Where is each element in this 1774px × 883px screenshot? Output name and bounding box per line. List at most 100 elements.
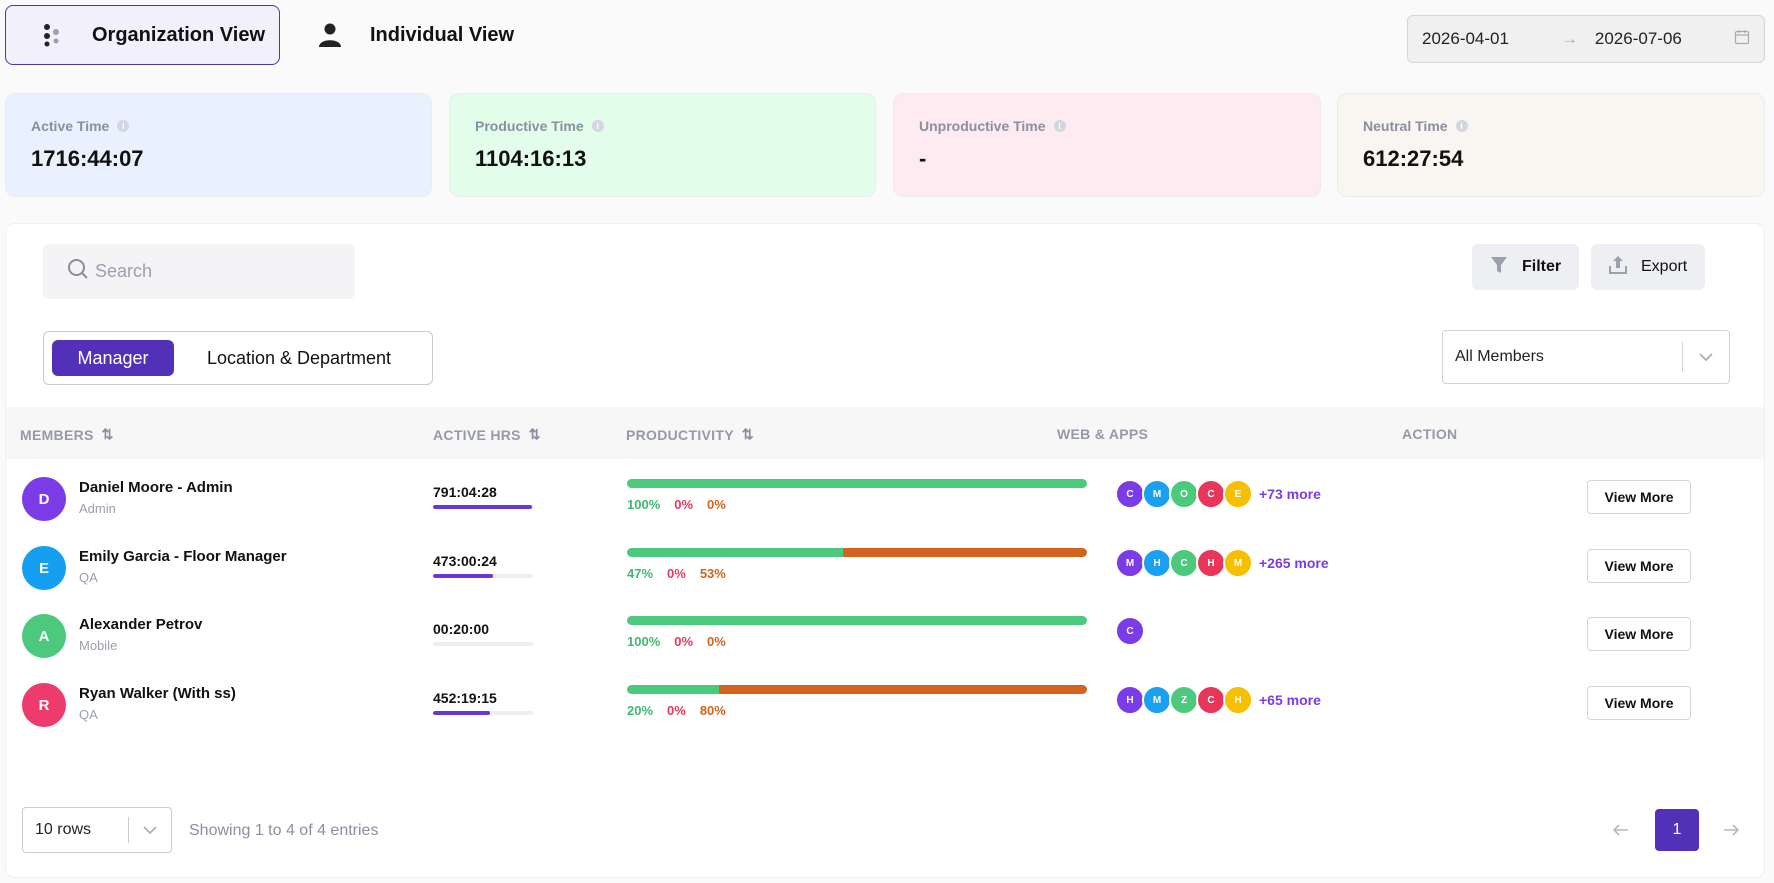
app-icon[interactable]: M xyxy=(1115,548,1145,578)
member-name[interactable]: Ryan Walker (With ss) xyxy=(79,685,236,702)
more-apps-link[interactable]: +265 more xyxy=(1259,555,1329,571)
person-icon xyxy=(310,15,350,55)
member-name[interactable]: Alexander Petrov xyxy=(79,616,203,633)
active-hours: 473:00:24 xyxy=(433,553,497,569)
stat-label: Active Time xyxy=(31,118,110,134)
productive-percent: 100% xyxy=(627,634,661,649)
app-icon[interactable]: C xyxy=(1115,616,1145,646)
col-members[interactable]: MEMBERS ⇅ xyxy=(20,426,114,443)
app-icon[interactable]: H xyxy=(1223,685,1253,715)
app-icon[interactable]: M xyxy=(1142,685,1172,715)
sort-icon[interactable]: ⇅ xyxy=(741,426,754,442)
app-icon[interactable]: H xyxy=(1196,548,1226,578)
sort-icon[interactable]: ⇅ xyxy=(101,426,114,442)
app-icon[interactable]: Z xyxy=(1169,685,1199,715)
active-hours-fill xyxy=(433,574,493,578)
active-hours-fill xyxy=(433,711,490,715)
search-icon xyxy=(67,258,89,285)
chevron-down-icon[interactable] xyxy=(1683,352,1729,362)
col-web-apps: WEB & APPS xyxy=(1057,426,1148,442)
app-icon[interactable]: M xyxy=(1142,479,1172,509)
search-box[interactable] xyxy=(43,244,355,299)
chevron-down-icon[interactable] xyxy=(129,825,171,835)
member-name[interactable]: Daniel Moore - Admin xyxy=(79,479,233,496)
date-end[interactable]: 2026-07-06 xyxy=(1594,29,1682,48)
neutral-percent: 0% xyxy=(707,634,726,649)
info-icon[interactable]: i xyxy=(591,120,604,132)
productivity-bar xyxy=(627,548,1087,557)
info-icon[interactable]: i xyxy=(1455,120,1468,132)
col-action: ACTION xyxy=(1402,426,1457,442)
more-apps-link[interactable]: +73 more xyxy=(1259,486,1321,502)
next-page-button[interactable] xyxy=(1716,817,1746,843)
member-name[interactable]: Emily Garcia - Floor Manager xyxy=(79,548,287,565)
app-icon[interactable]: C xyxy=(1196,479,1226,509)
col-members-label: MEMBERS xyxy=(20,426,94,443)
col-web-apps-label: WEB & APPS xyxy=(1057,426,1149,442)
app-icon[interactable]: O xyxy=(1169,479,1199,509)
group-by-manager-button[interactable]: Manager xyxy=(52,340,174,376)
active-hours-fill xyxy=(433,505,532,509)
more-apps-link[interactable]: +65 more xyxy=(1259,692,1321,708)
stat-label: Productive Time xyxy=(475,118,584,134)
avatar: R xyxy=(22,683,66,727)
productivity-breakdown: 20% 0% 80% xyxy=(627,703,726,718)
web-apps-list: C xyxy=(1115,616,1151,646)
stat-value: 612:27:54 xyxy=(1363,146,1464,171)
calendar-icon[interactable] xyxy=(1734,29,1750,50)
view-more-button[interactable]: View More xyxy=(1587,617,1691,651)
info-icon[interactable]: i xyxy=(1053,120,1066,132)
view-more-button[interactable]: View More xyxy=(1587,480,1691,514)
stat-neutral-time: Neutral Time i 612:27:54 xyxy=(1337,93,1765,197)
col-productivity[interactable]: PRODUCTIVITY ⇅ xyxy=(626,426,754,443)
search-input[interactable] xyxy=(95,261,325,282)
app-icon[interactable]: C xyxy=(1169,548,1199,578)
app-icon[interactable]: E xyxy=(1223,479,1253,509)
date-range-picker[interactable]: 2026-04-01 → 2026-07-06 xyxy=(1407,15,1765,63)
stat-label: Unproductive Time xyxy=(919,118,1046,134)
app-icon[interactable]: M xyxy=(1223,548,1253,578)
page-1-button[interactable]: 1 xyxy=(1655,809,1699,851)
neutral-segment xyxy=(843,548,1087,557)
tab-organization-view[interactable]: Organization View xyxy=(5,5,280,65)
filter-icon xyxy=(1490,255,1508,280)
productive-segment xyxy=(627,685,719,694)
productivity-breakdown: 100% 0% 0% xyxy=(627,634,726,649)
stat-value: 1716:44:07 xyxy=(31,146,144,171)
sort-icon[interactable]: ⇅ xyxy=(528,426,541,442)
select-divider xyxy=(128,817,129,843)
stat-active-time: Active Time i 1716:44:07 xyxy=(5,93,432,197)
view-more-button[interactable]: View More xyxy=(1587,686,1691,720)
info-icon[interactable]: i xyxy=(117,120,130,132)
member-role: Mobile xyxy=(79,638,118,653)
unproductive-percent: 0% xyxy=(667,703,686,718)
app-icon[interactable]: H xyxy=(1115,685,1145,715)
entries-info: Showing 1 to 4 of 4 entries xyxy=(189,822,379,839)
date-start[interactable]: 2026-04-01 xyxy=(1422,29,1509,48)
tab-organization-label: Organization View xyxy=(92,23,265,46)
productivity-bar xyxy=(627,616,1087,625)
col-active-hrs[interactable]: ACTIVE HRS ⇅ xyxy=(433,426,541,443)
export-button[interactable]: Export xyxy=(1591,244,1705,290)
group-by-location-button[interactable]: Location & Department xyxy=(206,347,392,368)
app-icon[interactable]: C xyxy=(1196,685,1226,715)
rows-per-page-value: 10 rows xyxy=(35,821,92,838)
app-icon[interactable]: C xyxy=(1115,479,1145,509)
member-role: QA xyxy=(79,570,98,585)
avatar: D xyxy=(22,477,66,521)
productivity-bar xyxy=(627,685,1087,694)
prev-page-button[interactable] xyxy=(1606,817,1636,843)
app-icon[interactable]: H xyxy=(1142,548,1172,578)
view-more-button[interactable]: View More xyxy=(1587,549,1691,583)
stat-label: Neutral Time xyxy=(1363,118,1448,134)
rows-per-page-select[interactable]: 10 rows xyxy=(22,807,172,853)
active-hours-bar xyxy=(433,711,533,715)
stat-unproductive-time: Unproductive Time i - xyxy=(893,93,1321,197)
filter-button[interactable]: Filter xyxy=(1472,244,1579,290)
stat-productive-time: Productive Time i 1104:16:13 xyxy=(449,93,876,197)
date-separator: → xyxy=(1561,29,1579,48)
tab-individual-view[interactable]: Individual View xyxy=(310,5,550,65)
stat-value: - xyxy=(919,146,927,171)
table-row: E Emily Garcia - Floor Manager QA 473:00… xyxy=(6,528,1764,606)
members-filter-select[interactable]: All Members xyxy=(1442,330,1730,384)
